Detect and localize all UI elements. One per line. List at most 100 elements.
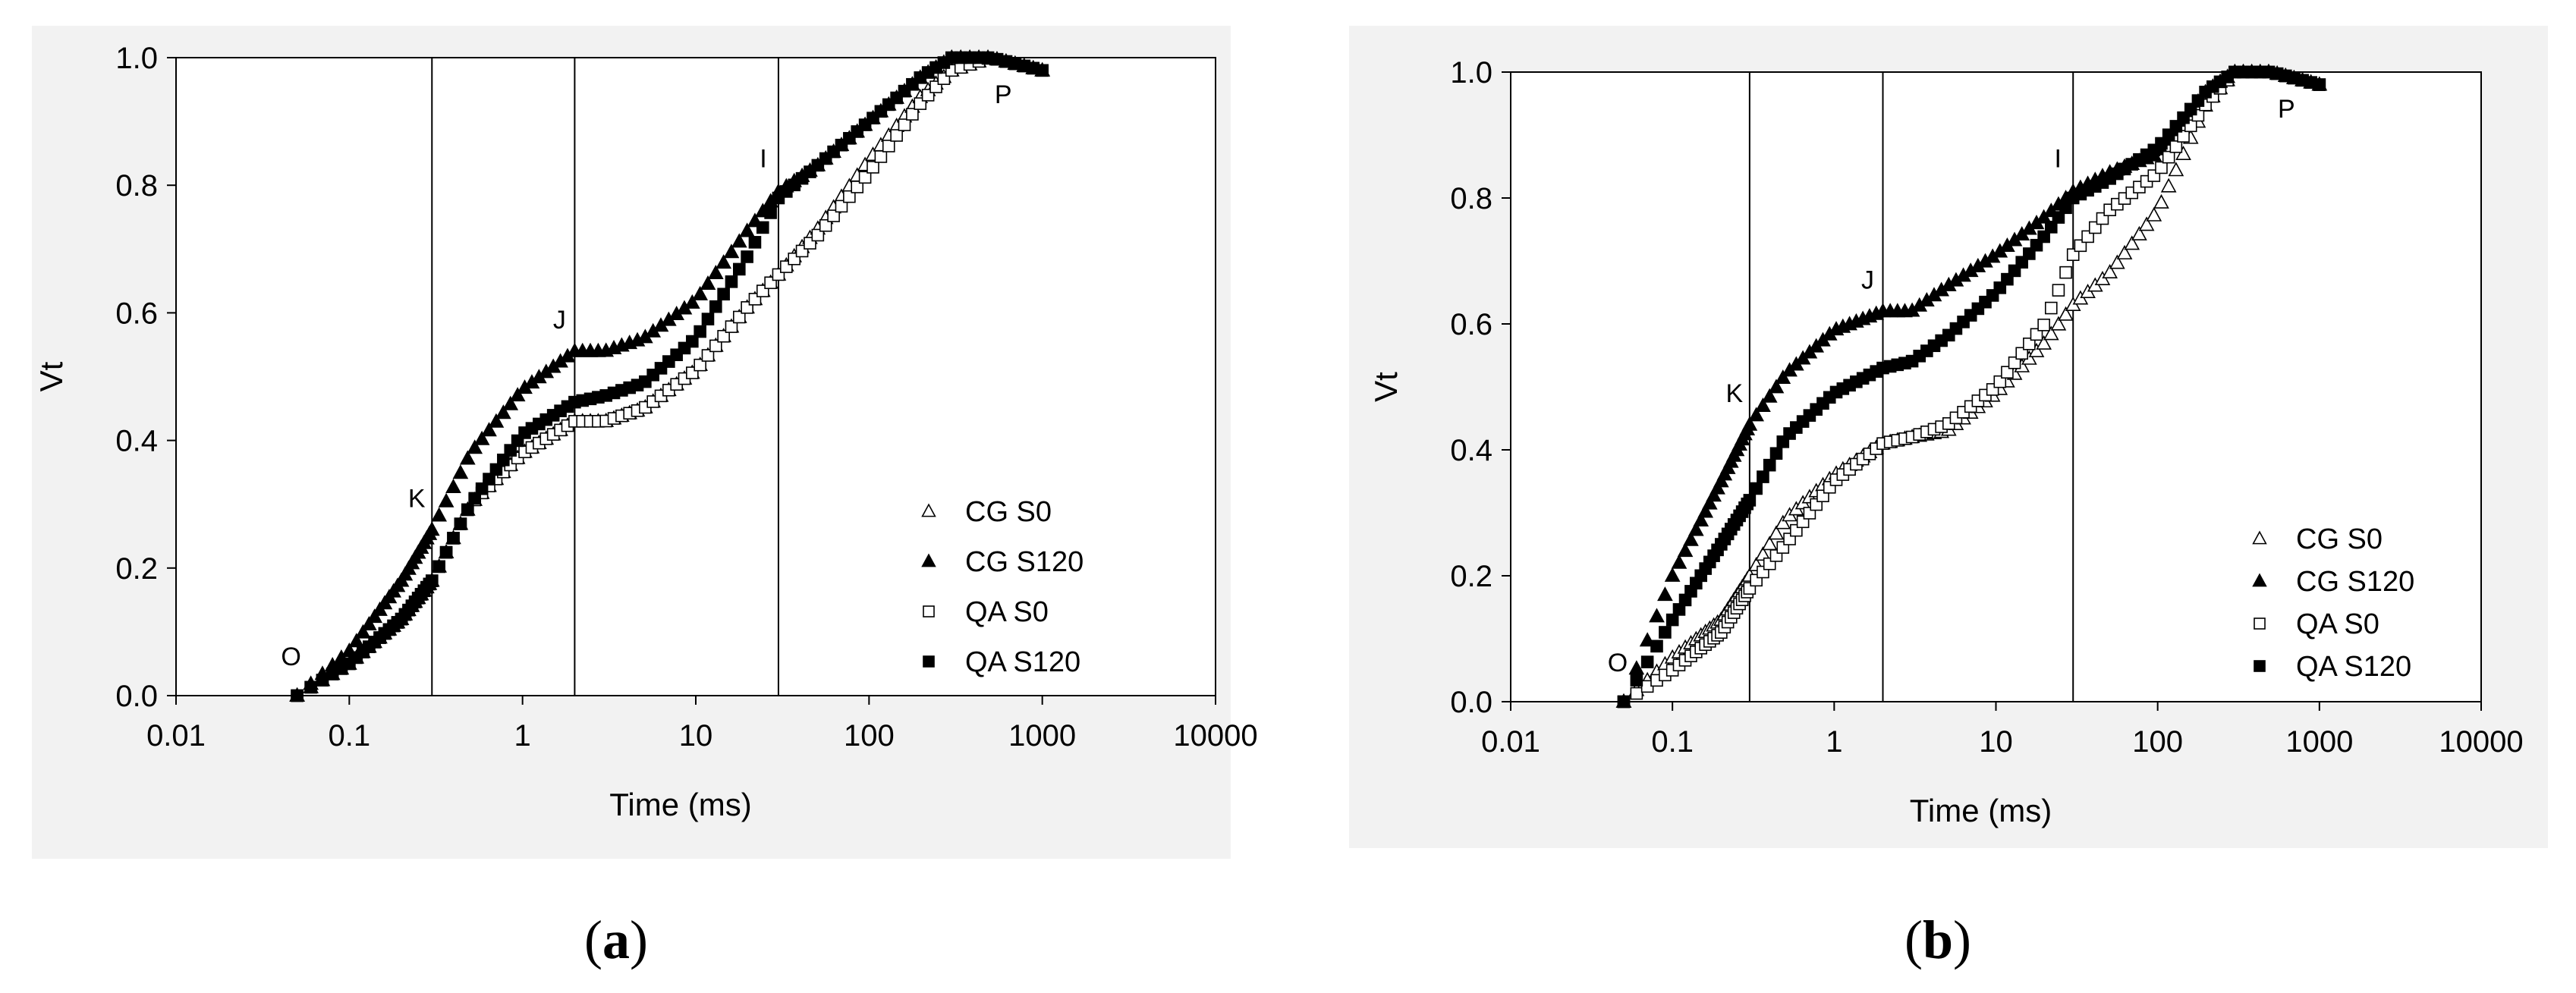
data-point [701, 313, 715, 325]
data-point [2155, 161, 2168, 174]
phase-label-K: K [408, 484, 426, 513]
data-point [1755, 398, 1771, 413]
data-point [495, 404, 511, 420]
data-point [2058, 306, 2074, 321]
data-point [2168, 162, 2184, 177]
phase-label-P: P [2278, 95, 2295, 124]
phase-label-O: O [281, 643, 300, 671]
data-point [461, 503, 474, 517]
data-point [475, 482, 489, 495]
y-tick-label: 0.6 [1450, 308, 1492, 341]
x-tick-label: 10000 [2439, 725, 2523, 759]
data-point [504, 444, 517, 457]
data-point [1683, 531, 1699, 546]
y-tick-label: 0.6 [115, 297, 158, 330]
data-point [835, 200, 848, 213]
y-tick-label: 1.0 [1450, 56, 1492, 90]
data-point [1657, 586, 1673, 602]
y-tick-label: 0.2 [115, 552, 158, 586]
data-point [717, 329, 730, 343]
data-point [717, 288, 730, 301]
data-point [459, 450, 476, 465]
series-qa-s120 [291, 51, 1049, 702]
y-tick-label: 0.8 [1450, 182, 1492, 215]
data-point [355, 624, 371, 639]
data-point [707, 265, 724, 280]
data-point [709, 339, 722, 353]
phase-label-O: O [1608, 649, 1628, 677]
data-point [843, 190, 856, 203]
data-point [445, 478, 461, 494]
data-point [739, 222, 755, 237]
x-tick-label: 1 [1826, 725, 1842, 759]
data-point [1775, 514, 1791, 529]
data-point [1761, 536, 1778, 551]
phase-label-J: J [1861, 266, 1874, 294]
y-tick-label: 0.0 [1450, 686, 1492, 719]
data-point [1630, 674, 1643, 687]
data-point [481, 422, 497, 437]
x-tick-label: 10 [679, 719, 713, 753]
data-point [1768, 525, 1785, 540]
data-point [2160, 178, 2177, 193]
x-tick-label: 0.01 [1481, 725, 1540, 759]
data-point [725, 320, 738, 333]
data-point [467, 439, 483, 454]
data-point [716, 254, 731, 269]
legend-label: QA S0 [965, 596, 1049, 628]
data-point [1748, 407, 1765, 422]
data-point [1693, 512, 1709, 527]
chart-a: 0.0 0.2 0.4 0.6 0.8 1.0 0.01 0.1 1 10 100 1000 10000… [33, 42, 1258, 822]
y-tick-label: 0.4 [115, 425, 158, 458]
data-point [2037, 319, 2050, 332]
x-tick-label: 1000 [1008, 719, 1076, 753]
panel-label-b-letter: b [1922, 910, 1954, 970]
data-point [694, 325, 706, 338]
y-axis-label: Vt [33, 361, 69, 391]
data-point [2059, 201, 2072, 215]
legend-label: QA S120 [2296, 651, 2411, 683]
data-point [291, 689, 304, 702]
data-point [748, 236, 762, 249]
data-point [489, 463, 503, 476]
data-point [1687, 521, 1704, 536]
legend-marker [2254, 617, 2266, 630]
data-point [2050, 316, 2067, 331]
data-point [1769, 447, 1783, 460]
data-point [733, 262, 746, 276]
data-point [700, 275, 716, 290]
data-point [361, 615, 377, 631]
x-tick-label: 10000 [1173, 719, 1257, 753]
y-tick-label: 0.2 [1450, 560, 1492, 593]
data-point [425, 574, 439, 587]
data-point [2043, 325, 2059, 341]
data-point [819, 218, 832, 232]
data-point [2001, 366, 2014, 379]
x-axis-label: Time (ms) [609, 787, 751, 822]
data-point [452, 464, 469, 479]
phase-label-I: I [760, 145, 766, 174]
legend-marker [923, 605, 935, 617]
data-point [1630, 687, 1643, 700]
data-point [2023, 337, 2036, 350]
legend-label: QA S120 [965, 646, 1080, 678]
data-point [2175, 145, 2191, 160]
data-point [2131, 225, 2147, 240]
data-point [2313, 78, 2326, 91]
data-point [701, 349, 715, 362]
x-tick-label: 0.01 [146, 719, 206, 753]
data-point [882, 140, 895, 152]
legend-label: CG S120 [2296, 566, 2414, 598]
x-tick-label: 0.1 [1651, 725, 1694, 759]
data-point [684, 294, 700, 309]
data-point [2138, 216, 2155, 231]
data-point [1640, 655, 1654, 668]
x-tick-label: 0.1 [329, 719, 371, 753]
data-point [2052, 284, 2065, 297]
data-point [1757, 470, 1769, 483]
data-point [1755, 546, 1771, 561]
data-point [366, 608, 383, 624]
data-point [2030, 328, 2043, 341]
data-point [2036, 335, 2052, 350]
phase-label-I: I [2054, 145, 2061, 174]
